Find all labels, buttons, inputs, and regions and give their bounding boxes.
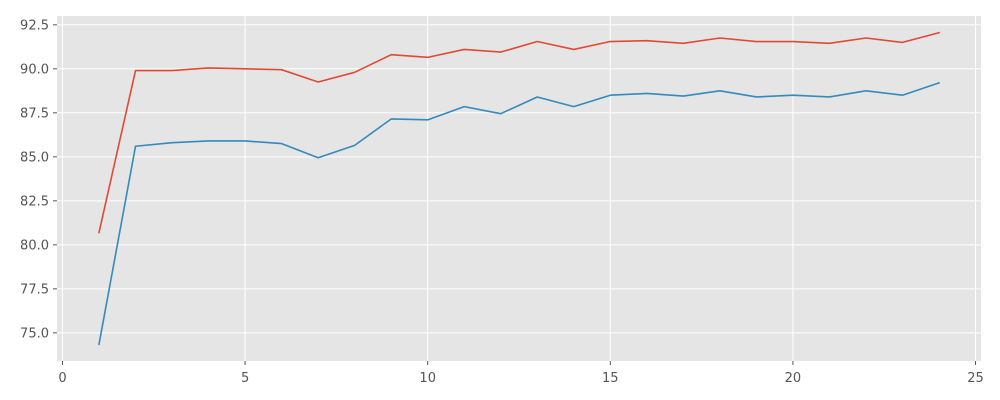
y-tick-label: 77.5 (20, 282, 49, 297)
y-tick-label: 92.5 (20, 18, 49, 33)
y-axis-ticks: 75.0 77.5 80.0 82.5 85.0 87.5 90.0 92.5 (20, 18, 57, 341)
x-tick-label: 15 (602, 371, 619, 386)
y-tick-label: 85.0 (20, 150, 49, 165)
y-tick-label: 80.0 (20, 238, 49, 253)
series-lines (98, 31, 941, 346)
series-line-1 (98, 31, 940, 234)
x-tick-label: 10 (419, 371, 436, 386)
y-tick-label: 82.5 (20, 194, 49, 209)
x-tick-label: 20 (785, 371, 802, 386)
x-axis-ticks: 0 5 10 15 20 25 (58, 361, 984, 386)
y-tick-label: 75.0 (20, 326, 49, 341)
y-tick-label: 87.5 (20, 106, 49, 121)
grid-lines (57, 16, 981, 361)
x-tick-label: 5 (241, 371, 249, 386)
y-tick-label: 90.0 (20, 62, 49, 77)
plot-background (57, 16, 981, 361)
series-line-2 (98, 81, 941, 346)
x-tick-label: 25 (967, 371, 984, 386)
x-tick-label: 0 (58, 371, 66, 386)
